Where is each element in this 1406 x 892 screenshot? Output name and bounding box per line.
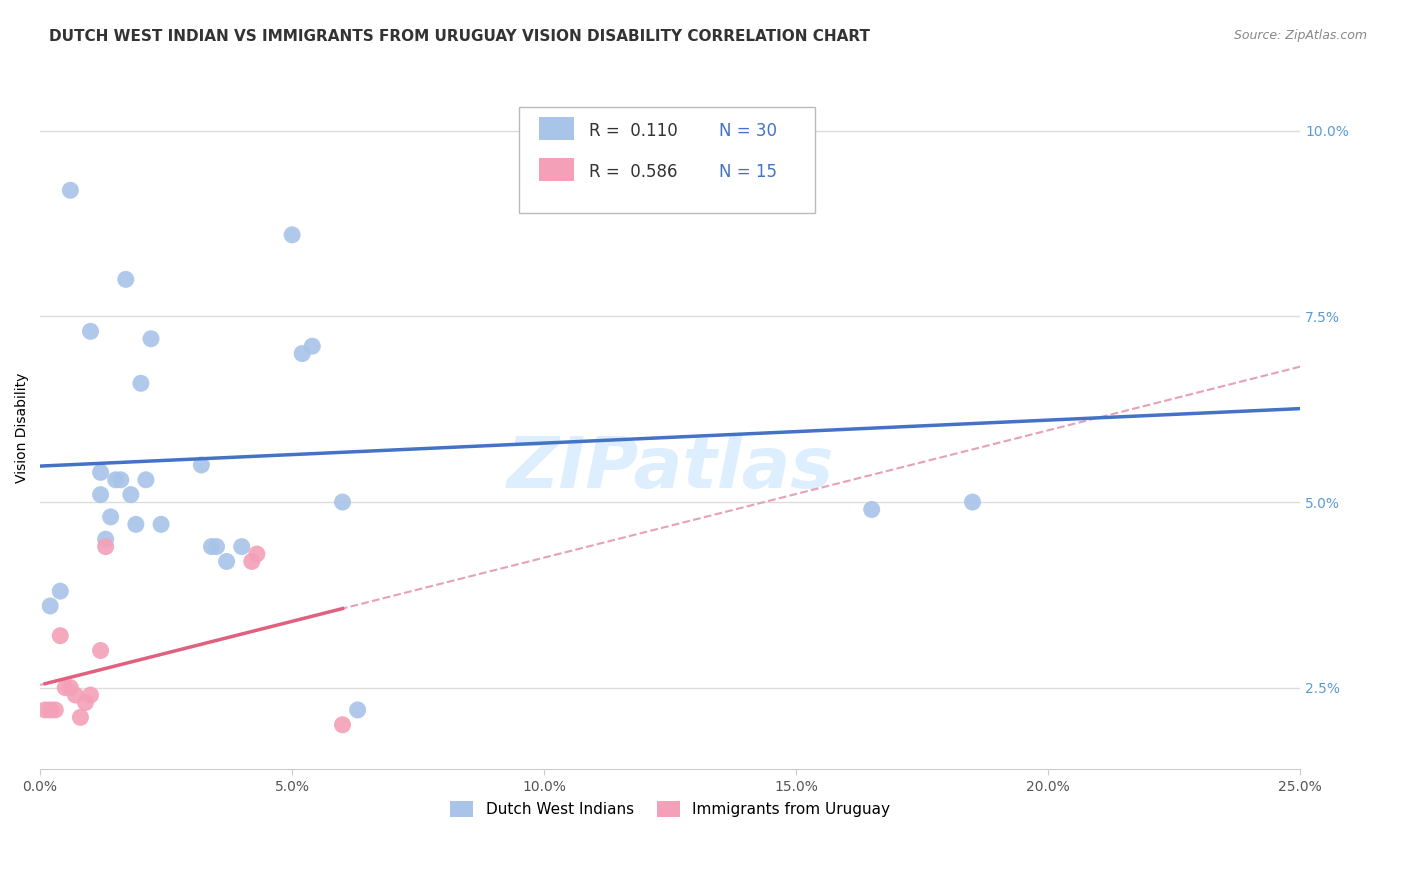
Point	[125, 517, 148, 532]
FancyBboxPatch shape	[538, 117, 574, 140]
FancyBboxPatch shape	[519, 107, 815, 212]
FancyBboxPatch shape	[538, 158, 574, 180]
Point	[90, 466, 112, 480]
Point	[139, 332, 162, 346]
Point	[962, 495, 984, 509]
Point	[231, 540, 253, 554]
Point	[346, 703, 368, 717]
Point	[135, 473, 157, 487]
Point	[120, 488, 142, 502]
Text: ZIPatlas: ZIPatlas	[506, 434, 834, 503]
Text: R =  0.586: R = 0.586	[589, 163, 678, 181]
Point	[104, 473, 127, 487]
Point	[685, 153, 707, 168]
Point	[59, 681, 82, 695]
Point	[39, 703, 62, 717]
Point	[49, 629, 72, 643]
Point	[150, 517, 173, 532]
Point	[90, 488, 112, 502]
Point	[114, 272, 136, 286]
Point	[129, 376, 152, 391]
Point	[94, 532, 117, 546]
Point	[65, 688, 87, 702]
Point	[69, 710, 91, 724]
Legend: Dutch West Indians, Immigrants from Uruguay: Dutch West Indians, Immigrants from Urug…	[444, 795, 896, 823]
Point	[44, 703, 66, 717]
Point	[215, 554, 238, 568]
Point	[110, 473, 132, 487]
Point	[39, 599, 62, 613]
Point	[301, 339, 323, 353]
Point	[200, 540, 222, 554]
Point	[79, 688, 101, 702]
Text: DUTCH WEST INDIAN VS IMMIGRANTS FROM URUGUAY VISION DISABILITY CORRELATION CHART: DUTCH WEST INDIAN VS IMMIGRANTS FROM URU…	[49, 29, 870, 44]
Text: N = 15: N = 15	[720, 163, 778, 181]
Point	[100, 509, 122, 524]
Point	[246, 547, 269, 561]
Point	[53, 681, 76, 695]
Point	[291, 346, 314, 360]
Text: R =  0.110: R = 0.110	[589, 122, 678, 140]
Point	[49, 584, 72, 599]
Point	[332, 718, 354, 732]
Point	[59, 183, 82, 197]
Point	[94, 540, 117, 554]
Point	[79, 324, 101, 338]
Point	[190, 458, 212, 472]
Point	[281, 227, 304, 242]
Point	[34, 703, 56, 717]
Point	[240, 554, 263, 568]
Point	[332, 495, 354, 509]
Y-axis label: Vision Disability: Vision Disability	[15, 373, 30, 483]
Point	[860, 502, 883, 516]
Point	[75, 696, 97, 710]
Text: N = 30: N = 30	[720, 122, 778, 140]
Point	[205, 540, 228, 554]
Point	[90, 643, 112, 657]
Text: Source: ZipAtlas.com: Source: ZipAtlas.com	[1233, 29, 1367, 42]
